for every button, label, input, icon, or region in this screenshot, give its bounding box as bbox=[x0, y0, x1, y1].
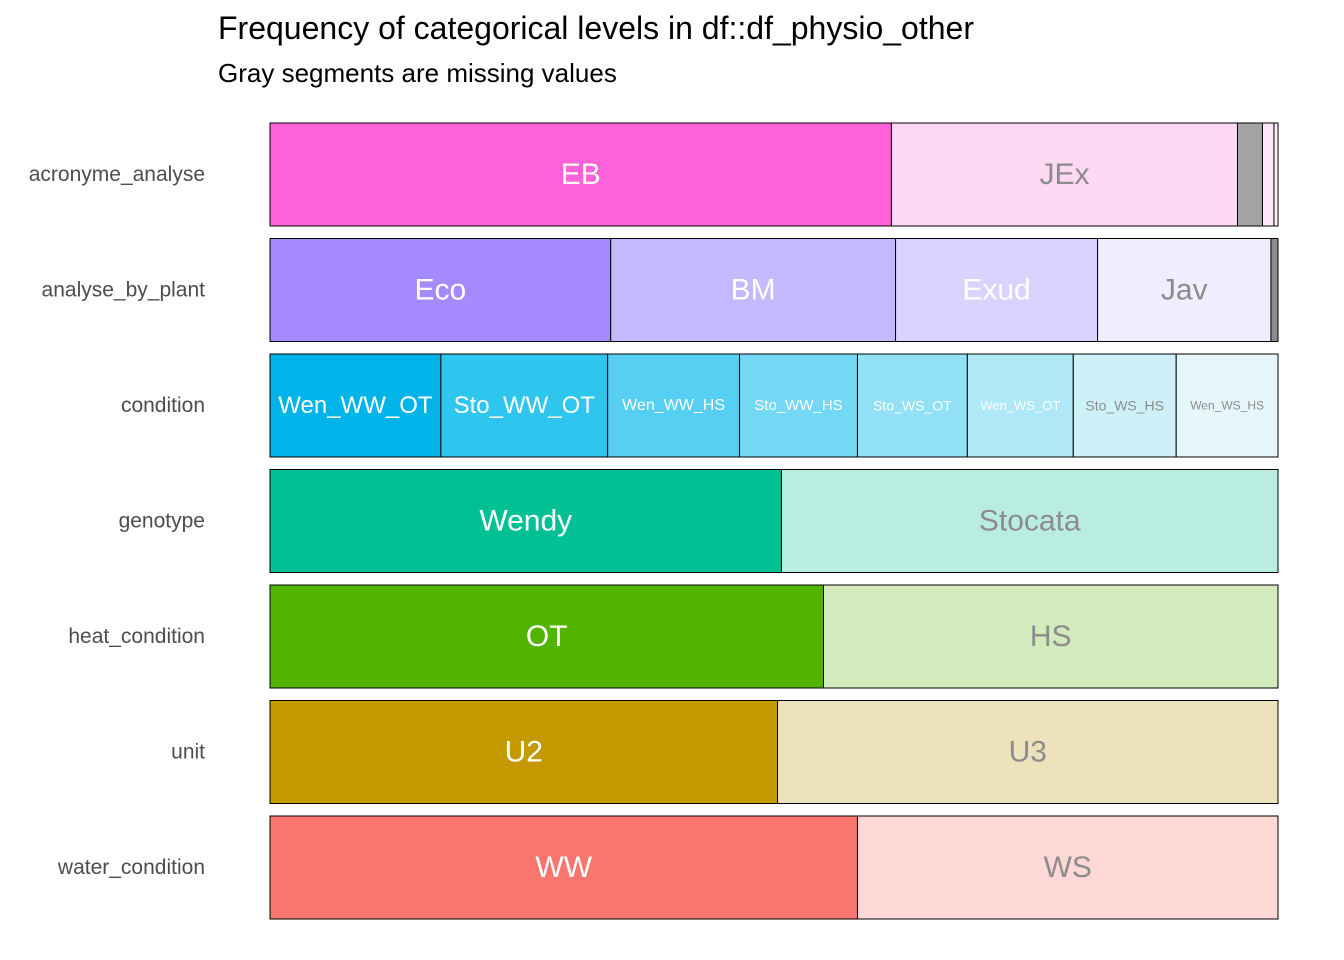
chart-title: Frequency of categorical levels in df::d… bbox=[218, 10, 974, 46]
segment-label: Stocata bbox=[979, 505, 1081, 538]
segment-label: Wen_WW_OT bbox=[278, 392, 433, 419]
segment-label: Wendy bbox=[479, 505, 572, 538]
segment-label: EB bbox=[561, 158, 601, 191]
bar-segment-wen_ww_hs bbox=[607, 353, 741, 458]
bar-segment-sto_ws_ot bbox=[856, 353, 968, 458]
segment-label: Sto_WW_OT bbox=[454, 392, 596, 419]
bar-row-analyse_by_plant: Eco BM Exud Jav bbox=[269, 238, 1279, 342]
bar-segment-jav bbox=[1097, 238, 1272, 342]
segment-label: Eco bbox=[415, 274, 467, 307]
segment-label: Sto_WS_HS bbox=[1085, 398, 1164, 414]
bar-segment-wen_ww_ot bbox=[269, 353, 442, 458]
bar-segment-wen_ws_hs bbox=[1175, 353, 1279, 458]
bar-segment-bm bbox=[610, 238, 897, 342]
row-labels: acronyme_analyse analyse_by_plant conditio… bbox=[29, 163, 205, 879]
bar-row-unit: U2 U3 bbox=[269, 700, 1279, 804]
segment-label: JEx bbox=[1039, 158, 1089, 191]
segment-label: WW bbox=[535, 851, 592, 884]
bar-segment-hs bbox=[822, 584, 1279, 689]
bar-row-genotype: Wendy Stocata bbox=[269, 469, 1279, 573]
bar-segment-ws bbox=[856, 815, 1279, 920]
row-label: unit bbox=[171, 741, 205, 764]
row-label: acronyme_analyse bbox=[29, 163, 205, 186]
segment-label: Exud bbox=[962, 274, 1030, 307]
bar-segment-unlabeled bbox=[1261, 122, 1275, 227]
segment-label: Wen_WW_HS bbox=[622, 397, 725, 414]
row-label: heat_condition bbox=[68, 625, 205, 648]
row-label: water_condition bbox=[57, 856, 205, 879]
segment-label: U3 bbox=[1009, 736, 1047, 769]
segment-label: Wen_WS_HS bbox=[1190, 399, 1264, 413]
bar-segment-eb bbox=[269, 122, 892, 227]
bar-segment-unlabeled bbox=[1270, 238, 1279, 342]
bar-segment-exud bbox=[895, 238, 1099, 342]
bar-segment-u2 bbox=[269, 700, 779, 804]
row-label: analyse_by_plant bbox=[42, 279, 206, 302]
bar-segment-unlabeled bbox=[1273, 122, 1279, 227]
segment-label: WS bbox=[1044, 851, 1092, 884]
bar-row-heat_condition: OT HS bbox=[269, 584, 1279, 689]
segment-label: OT bbox=[526, 620, 568, 653]
chart-subtitle: Gray segments are missing values bbox=[218, 58, 617, 88]
bar-segment-sto_ws_hs bbox=[1072, 353, 1177, 458]
segment-label: HS bbox=[1030, 620, 1072, 653]
bar-segment-stocata bbox=[780, 469, 1279, 573]
segment-label: Wen_WS_OT bbox=[980, 398, 1060, 413]
bar-segment-unlabeled bbox=[1236, 122, 1263, 227]
bar-segment-ot bbox=[269, 584, 824, 689]
row-label: condition bbox=[121, 394, 205, 417]
segment-label: Sto_WS_OT bbox=[873, 398, 952, 414]
segment-label: Sto_WW_HS bbox=[754, 397, 842, 414]
segment-label: BM bbox=[731, 274, 776, 307]
bar-segment-wen_ws_ot bbox=[966, 353, 1074, 458]
segment-label: Jav bbox=[1161, 274, 1208, 307]
row-label: genotype bbox=[119, 510, 205, 533]
bar-segment-sto_ww_hs bbox=[739, 353, 858, 458]
bar-row-water_condition: WW WS bbox=[269, 815, 1279, 920]
bar-segment-sto_ww_ot bbox=[440, 353, 609, 458]
bar-row-condition: Wen_WW_OT Sto_WW_OT Wen_WW_HS Sto_WW_HS Sto_… bbox=[269, 353, 1279, 458]
bar-segment-u3 bbox=[777, 700, 1279, 804]
bar-row-acronyme_analyse: EB JEx bbox=[269, 122, 1279, 227]
segment-label: U2 bbox=[505, 736, 543, 769]
bar-segment-ww bbox=[269, 815, 858, 920]
bar-segment-eco bbox=[269, 238, 612, 342]
